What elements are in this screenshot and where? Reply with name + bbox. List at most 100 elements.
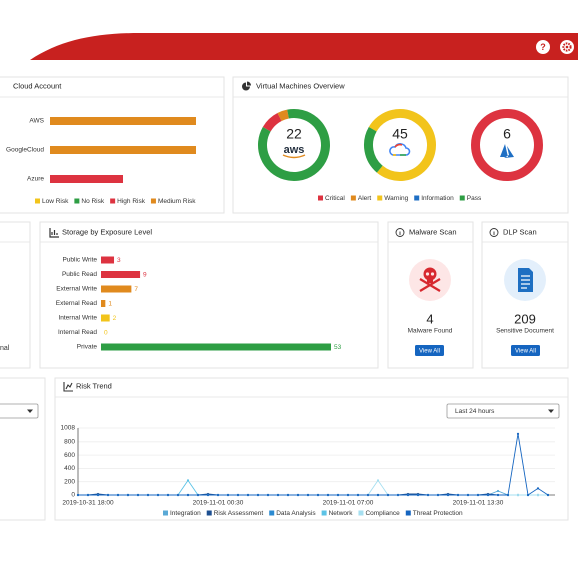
point — [106, 493, 110, 497]
point — [396, 493, 400, 497]
button-label: View All — [515, 348, 536, 354]
view-all-button[interactable] — [511, 345, 540, 356]
gc-cloud — [389, 143, 411, 156]
point — [376, 493, 380, 497]
partial-panel — [0, 377, 46, 521]
point — [336, 493, 340, 497]
point — [316, 493, 320, 497]
point — [156, 493, 160, 497]
point — [376, 479, 380, 482]
x-tick-label: 2019-11-01 07:00 — [323, 500, 374, 507]
panel-title: Storage by Exposure Level — [62, 227, 152, 236]
point — [516, 432, 520, 435]
legend-swatch — [110, 198, 116, 204]
point — [186, 493, 190, 497]
point — [296, 493, 300, 497]
donut-segment — [262, 113, 282, 132]
legend-label: Warning — [384, 195, 408, 202]
help-button[interactable] — [536, 40, 550, 54]
point — [176, 493, 180, 497]
info-icon — [395, 228, 405, 237]
y-tick-label: GoogleCloud — [6, 147, 44, 154]
legend-label: Low Risk — [42, 198, 69, 205]
range-dropdown[interactable] — [446, 403, 560, 419]
legend-label: Compliance — [365, 510, 400, 517]
point — [426, 493, 430, 497]
legend-swatch — [377, 195, 383, 201]
point — [466, 493, 470, 497]
help-icon: ? — [540, 42, 546, 52]
legend-label: Network — [329, 510, 354, 517]
point — [406, 493, 410, 497]
point — [96, 493, 100, 497]
donut-segment — [471, 109, 543, 181]
point — [196, 493, 200, 497]
cloud-panel — [0, 76, 225, 214]
legend-label: Risk Assessment — [214, 510, 264, 517]
point — [536, 493, 540, 497]
donut-total: 6 — [503, 126, 511, 142]
point — [166, 493, 170, 497]
legend-swatch — [150, 198, 156, 204]
point — [276, 493, 280, 497]
point — [516, 493, 520, 497]
point — [386, 493, 390, 497]
point — [326, 493, 330, 497]
button-label: View All — [419, 348, 440, 354]
point — [366, 493, 370, 497]
point — [496, 489, 500, 493]
point — [126, 493, 130, 497]
legend-swatch — [74, 198, 80, 204]
point — [416, 493, 420, 497]
point — [246, 493, 250, 497]
bar — [101, 300, 106, 307]
dropdown[interactable] — [0, 403, 39, 419]
point — [76, 493, 80, 497]
value-label: 1 — [108, 301, 112, 308]
panel-title: Risk Trend — [76, 381, 112, 390]
legend-swatch — [405, 510, 411, 516]
point — [486, 493, 490, 497]
x-tick-label: 2019-11-01 13:30 — [453, 500, 504, 507]
card-count: 4 — [426, 311, 433, 326]
x-tick-label: 2019-10-31 18:00 — [62, 500, 114, 507]
bar — [101, 271, 141, 278]
eye — [430, 272, 435, 276]
point — [476, 493, 480, 497]
y-tick-label: 400 — [64, 465, 75, 472]
legend-swatch — [321, 510, 327, 516]
bar — [101, 256, 115, 264]
eye — [425, 272, 430, 276]
y-tick-label: Private — [77, 344, 98, 351]
skull-icon — [419, 267, 441, 292]
gc-red — [394, 143, 403, 148]
bar-segment — [50, 146, 196, 154]
panel-title: Virtual Machines Overview — [256, 81, 345, 90]
dropdown-arrow — [548, 409, 554, 413]
point — [346, 493, 350, 497]
y-tick-label: Public Read — [62, 271, 97, 278]
series-line — [78, 433, 549, 496]
settings-button[interactable] — [560, 40, 574, 54]
y-tick-label: 1008 — [61, 425, 76, 432]
y-tick-label: External Read — [56, 300, 98, 307]
doc-lines — [521, 275, 530, 289]
bar-segment — [50, 117, 196, 125]
x-tick-label: 2019-11-01 00:30 — [193, 500, 244, 507]
legend-swatch — [318, 195, 323, 201]
point — [436, 493, 440, 497]
point — [306, 493, 310, 497]
google-cloud-logo — [389, 143, 411, 156]
legend-swatch — [350, 195, 356, 201]
donut-total: 45 — [392, 126, 408, 142]
dropdown-arrow — [27, 409, 33, 413]
legend-label: Pass — [467, 195, 482, 202]
legend-label: No Risk — [81, 198, 105, 205]
legend-label: Threat Protection — [413, 510, 463, 517]
legend-label: Critical — [325, 195, 345, 202]
view-all-button[interactable] — [415, 345, 444, 356]
value-label: 53 — [334, 344, 342, 351]
bar-segment — [50, 175, 123, 183]
legend-swatch — [414, 195, 420, 201]
